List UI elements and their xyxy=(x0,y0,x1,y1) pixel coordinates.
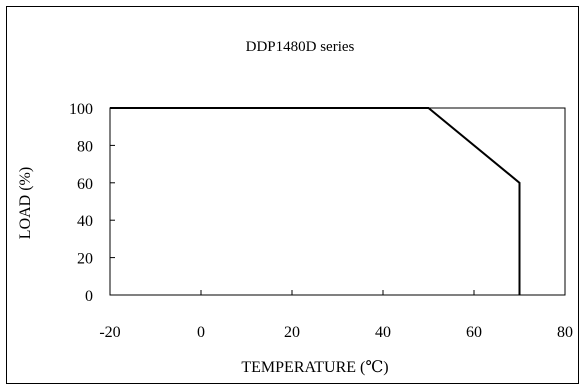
x-tick-label: 80 xyxy=(557,324,573,341)
y-tick-label: 40 xyxy=(77,213,93,230)
x-tick-label: 40 xyxy=(375,324,391,341)
y-tick-label: 80 xyxy=(77,138,93,155)
x-tick-label: -20 xyxy=(99,324,120,341)
y-tick-label: 0 xyxy=(85,288,93,305)
y-tick-label: 20 xyxy=(77,251,93,268)
x-axis-ticks: -20 0 20 40 60 80 xyxy=(99,290,573,341)
y-axis-ticks: 0 20 40 60 80 100 xyxy=(69,101,115,305)
series-layer xyxy=(110,107,521,295)
y-tick-label: 100 xyxy=(69,101,93,118)
x-tick-label: 20 xyxy=(284,324,300,341)
chart-outer-frame xyxy=(6,6,579,384)
x-tick-label: 60 xyxy=(466,324,482,341)
x-tick-label: 0 xyxy=(197,324,205,341)
chart-title: DDP1480D series xyxy=(246,39,355,55)
x-axis-label: TEMPERATURE (℃) xyxy=(241,359,388,376)
y-tick-label: 60 xyxy=(77,176,93,193)
y-axis-label: LOAD (%) xyxy=(17,167,34,239)
derating-curve xyxy=(110,107,521,295)
